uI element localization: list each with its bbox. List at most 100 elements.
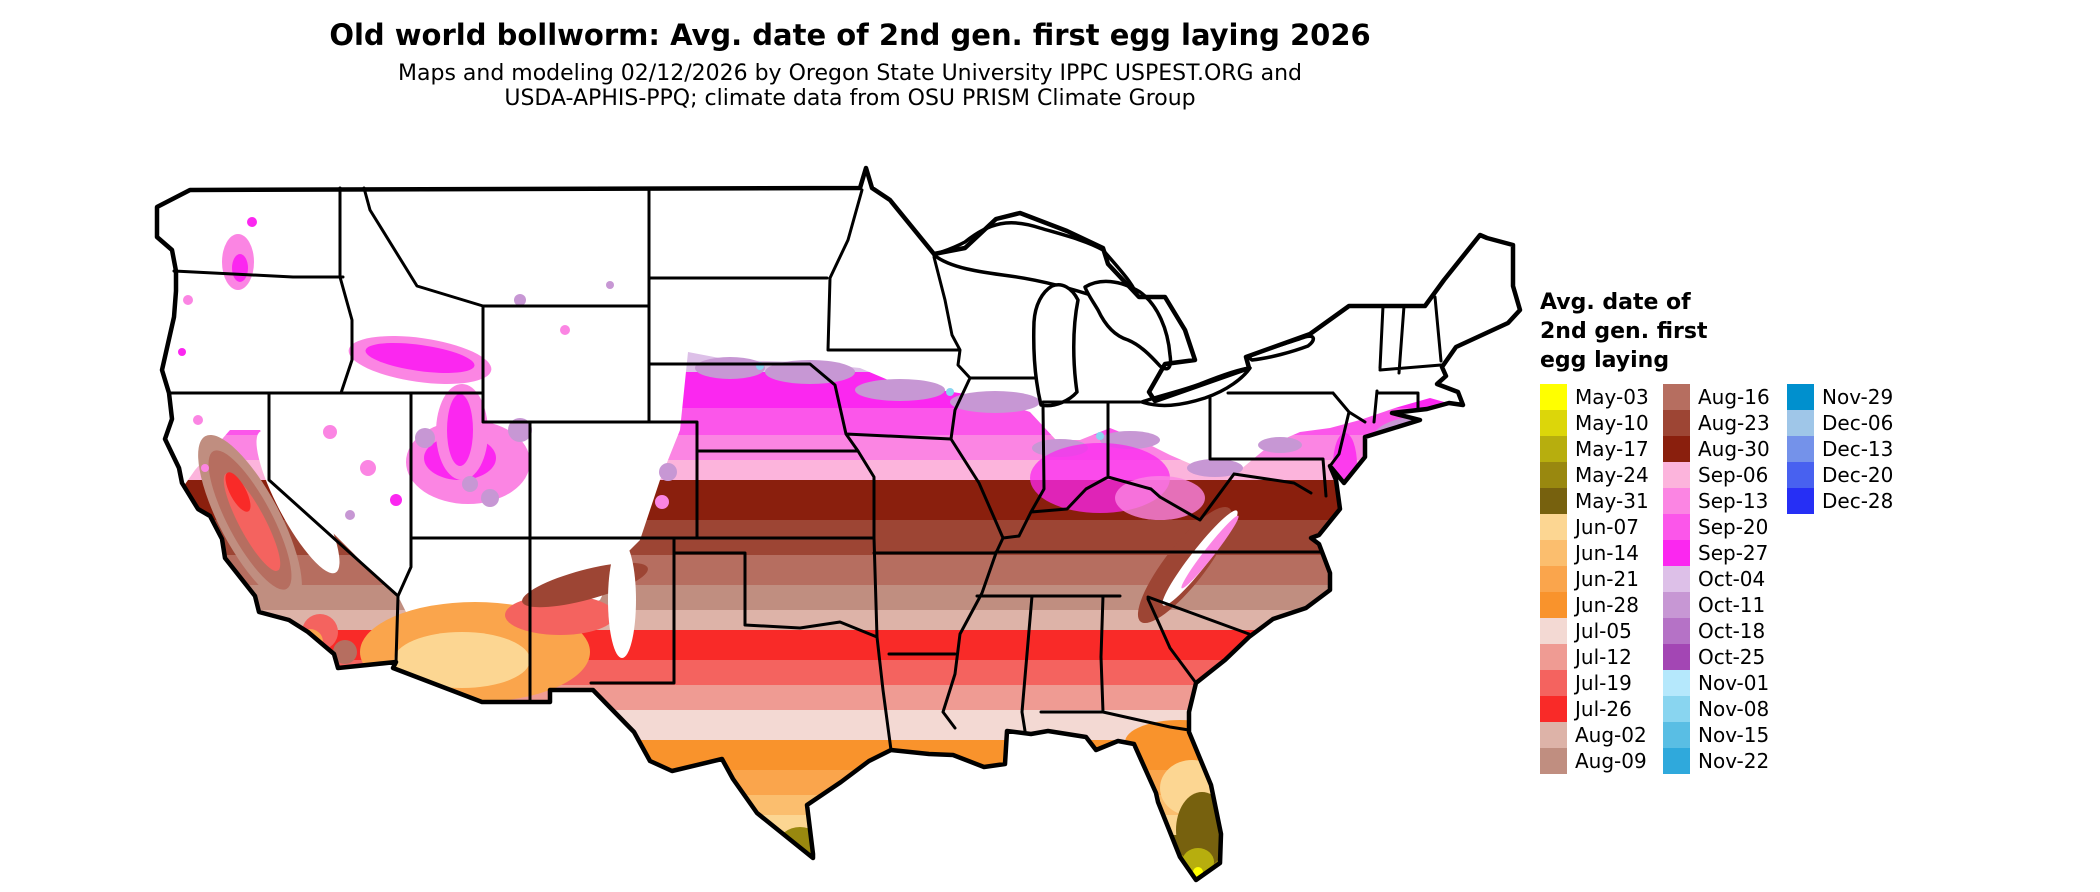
- legend-row: Jul-26: [1540, 696, 1649, 722]
- map-band-May-31: [160, 835, 1520, 855]
- legend-label: Jul-19: [1575, 671, 1632, 695]
- map-detail-patch: [345, 510, 355, 520]
- map-detail-patch: [1148, 872, 1156, 880]
- legend-swatch: [1787, 462, 1814, 488]
- legend-label: Sep-13: [1698, 489, 1769, 513]
- page-subtitle: Maps and modeling 02/12/2026 by Oregon S…: [0, 61, 1700, 111]
- legend-swatch: [1663, 670, 1690, 696]
- legend-swatch: [1663, 410, 1690, 436]
- map-detail-patch: [256, 430, 340, 574]
- legend-row: Nov-08: [1663, 696, 1770, 722]
- map-detail-patch: [247, 217, 257, 227]
- map-detail-patch: [225, 472, 251, 512]
- legend-label: Aug-23: [1698, 411, 1770, 435]
- map-detail-patch: [608, 542, 636, 658]
- subtitle-line-2: USDA-APHIS-PPQ; climate data from OSU PR…: [504, 86, 1196, 111]
- legend-swatch: [1540, 384, 1567, 410]
- legend-label: Dec-28: [1822, 489, 1894, 513]
- map-band-Jun-07: [160, 815, 1520, 835]
- legend-row: Nov-15: [1663, 722, 1770, 748]
- legend-row: Oct-04: [1663, 566, 1770, 592]
- legend-title: Avg. date of 2nd gen. first egg laying: [1540, 288, 1980, 375]
- map-detail-patch: [323, 425, 337, 439]
- legend-swatch: [1787, 436, 1814, 462]
- legend-label: Sep-06: [1698, 463, 1769, 487]
- legend-row: Aug-02: [1540, 722, 1649, 748]
- legend-title-line-2: 2nd gen. first: [1540, 319, 1708, 344]
- legend-label: Aug-02: [1575, 723, 1647, 747]
- legend-row: Jun-14: [1540, 540, 1649, 566]
- map-detail-patch: [178, 348, 186, 356]
- legend-swatch: [1663, 462, 1690, 488]
- map-detail-patch: [560, 325, 570, 335]
- legend-row: Nov-22: [1663, 748, 1770, 774]
- map-detail-patch: [659, 463, 677, 481]
- legend-label: Jun-07: [1575, 515, 1639, 539]
- map-detail-patch: [514, 294, 526, 306]
- legend-swatch: [1540, 670, 1567, 696]
- legend-row: Jun-28: [1540, 592, 1649, 618]
- legend-label: Aug-16: [1698, 385, 1770, 409]
- map-detail-patch: [950, 391, 1040, 413]
- legend-swatch: [1540, 696, 1567, 722]
- legend-row: May-24: [1540, 462, 1649, 488]
- page-title: Old world bollworm: Avg. date of 2nd gen…: [329, 18, 1371, 52]
- legend-row: Oct-18: [1663, 618, 1770, 644]
- legend-swatch: [1663, 514, 1690, 540]
- legend-label: Jul-26: [1575, 697, 1632, 721]
- legend-swatch: [1663, 722, 1690, 748]
- legend-row: Jul-05: [1540, 618, 1649, 644]
- map-detail-patch: [462, 476, 478, 492]
- legend-label: Nov-29: [1822, 385, 1894, 409]
- legend-row: Aug-30: [1663, 436, 1770, 462]
- map-detail-patch: [360, 460, 376, 476]
- legend-swatch: [1787, 488, 1814, 514]
- legend-row: Aug-16: [1663, 384, 1770, 410]
- map-detail-patch: [606, 281, 614, 289]
- legend-label: May-17: [1575, 437, 1649, 461]
- legend-column: Nov-29 Dec-06 Dec-13 Dec-20 Dec-28: [1787, 384, 1893, 514]
- legend-row: Jun-21: [1540, 566, 1649, 592]
- legend-row: May-03: [1540, 384, 1649, 410]
- legend-label: Jun-21: [1575, 567, 1639, 591]
- legend-label: Nov-15: [1698, 723, 1770, 747]
- legend-swatch: [1540, 462, 1567, 488]
- legend-row: Oct-25: [1663, 644, 1770, 670]
- lake-michigan: [1032, 283, 1080, 408]
- legend-label: Sep-20: [1698, 515, 1769, 539]
- legend-swatch: [1540, 410, 1567, 436]
- legend-label: Dec-06: [1822, 411, 1894, 435]
- map-detail-patch: [1258, 437, 1302, 453]
- legend-row: Dec-06: [1787, 410, 1893, 436]
- lake-huron: [1083, 279, 1173, 371]
- legend-row: Sep-27: [1663, 540, 1770, 566]
- map-band-Jul-12: [160, 685, 1520, 710]
- legend-label: Nov-22: [1698, 749, 1770, 773]
- legend-swatch: [1540, 748, 1567, 774]
- legend: Avg. date of 2nd gen. first egg laying M…: [1540, 288, 1980, 774]
- legend-row: May-10: [1540, 410, 1649, 436]
- map-detail-patch: [447, 394, 473, 466]
- legend-swatch: [1540, 514, 1567, 540]
- legend-label: Jun-14: [1575, 541, 1639, 565]
- legend-row: Sep-13: [1663, 488, 1770, 514]
- legend-swatch: [1540, 436, 1567, 462]
- legend-row: Aug-09: [1540, 748, 1649, 774]
- legend-label: Nov-08: [1698, 697, 1770, 721]
- legend-label: May-10: [1575, 411, 1649, 435]
- legend-title-line-3: egg laying: [1540, 348, 1670, 373]
- legend-label: Dec-13: [1822, 437, 1894, 461]
- map-detail-patch: [183, 295, 193, 305]
- legend-row: Dec-20: [1787, 462, 1893, 488]
- map-detail-patch: [655, 495, 669, 509]
- legend-label: Nov-01: [1698, 671, 1770, 695]
- map-detail-patch: [946, 388, 954, 396]
- legend-label: Oct-04: [1698, 567, 1766, 591]
- legend-label: Oct-18: [1698, 619, 1766, 643]
- map-detail-patch: [394, 632, 530, 688]
- legend-row: May-31: [1540, 488, 1649, 514]
- map-detail-patch: [508, 418, 532, 442]
- legend-row: Oct-11: [1663, 592, 1770, 618]
- map-detail-patch: [481, 489, 499, 507]
- legend-column: May-03 May-10 May-17 May-24 May-31 Jun-07 Jun-…: [1540, 384, 1649, 774]
